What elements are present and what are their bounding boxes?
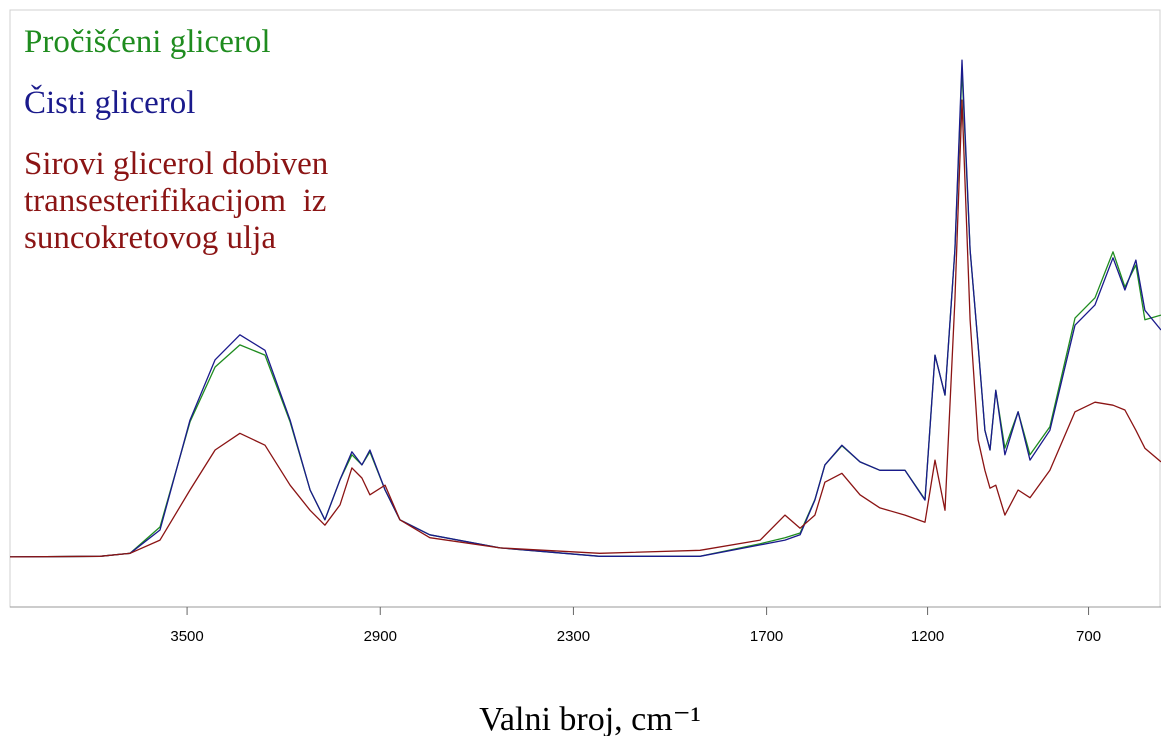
legend-entry: Čisti glicerol <box>24 85 196 121</box>
x-tick-label: 3500 <box>170 628 203 645</box>
legend: Pročišćeni glicerol Čisti glicerol Sirovi … <box>24 24 404 281</box>
spectrum-line <box>9 99 1161 558</box>
x-tick-label: 1700 <box>750 628 783 645</box>
x-tick-label: 1200 <box>911 628 944 645</box>
x-tick-label: 2900 <box>364 628 397 645</box>
spectrum-line <box>9 59 1161 558</box>
legend-entry: Pročišćeni glicerol <box>24 24 271 60</box>
x-axis-label: Valni broj, cm⁻¹ <box>479 701 701 736</box>
legend-entry: Sirovi glicerol dobiven transesterifikac… <box>24 146 337 256</box>
x-tick-label: 700 <box>1076 628 1101 645</box>
x-tick-label: 2300 <box>557 628 590 645</box>
